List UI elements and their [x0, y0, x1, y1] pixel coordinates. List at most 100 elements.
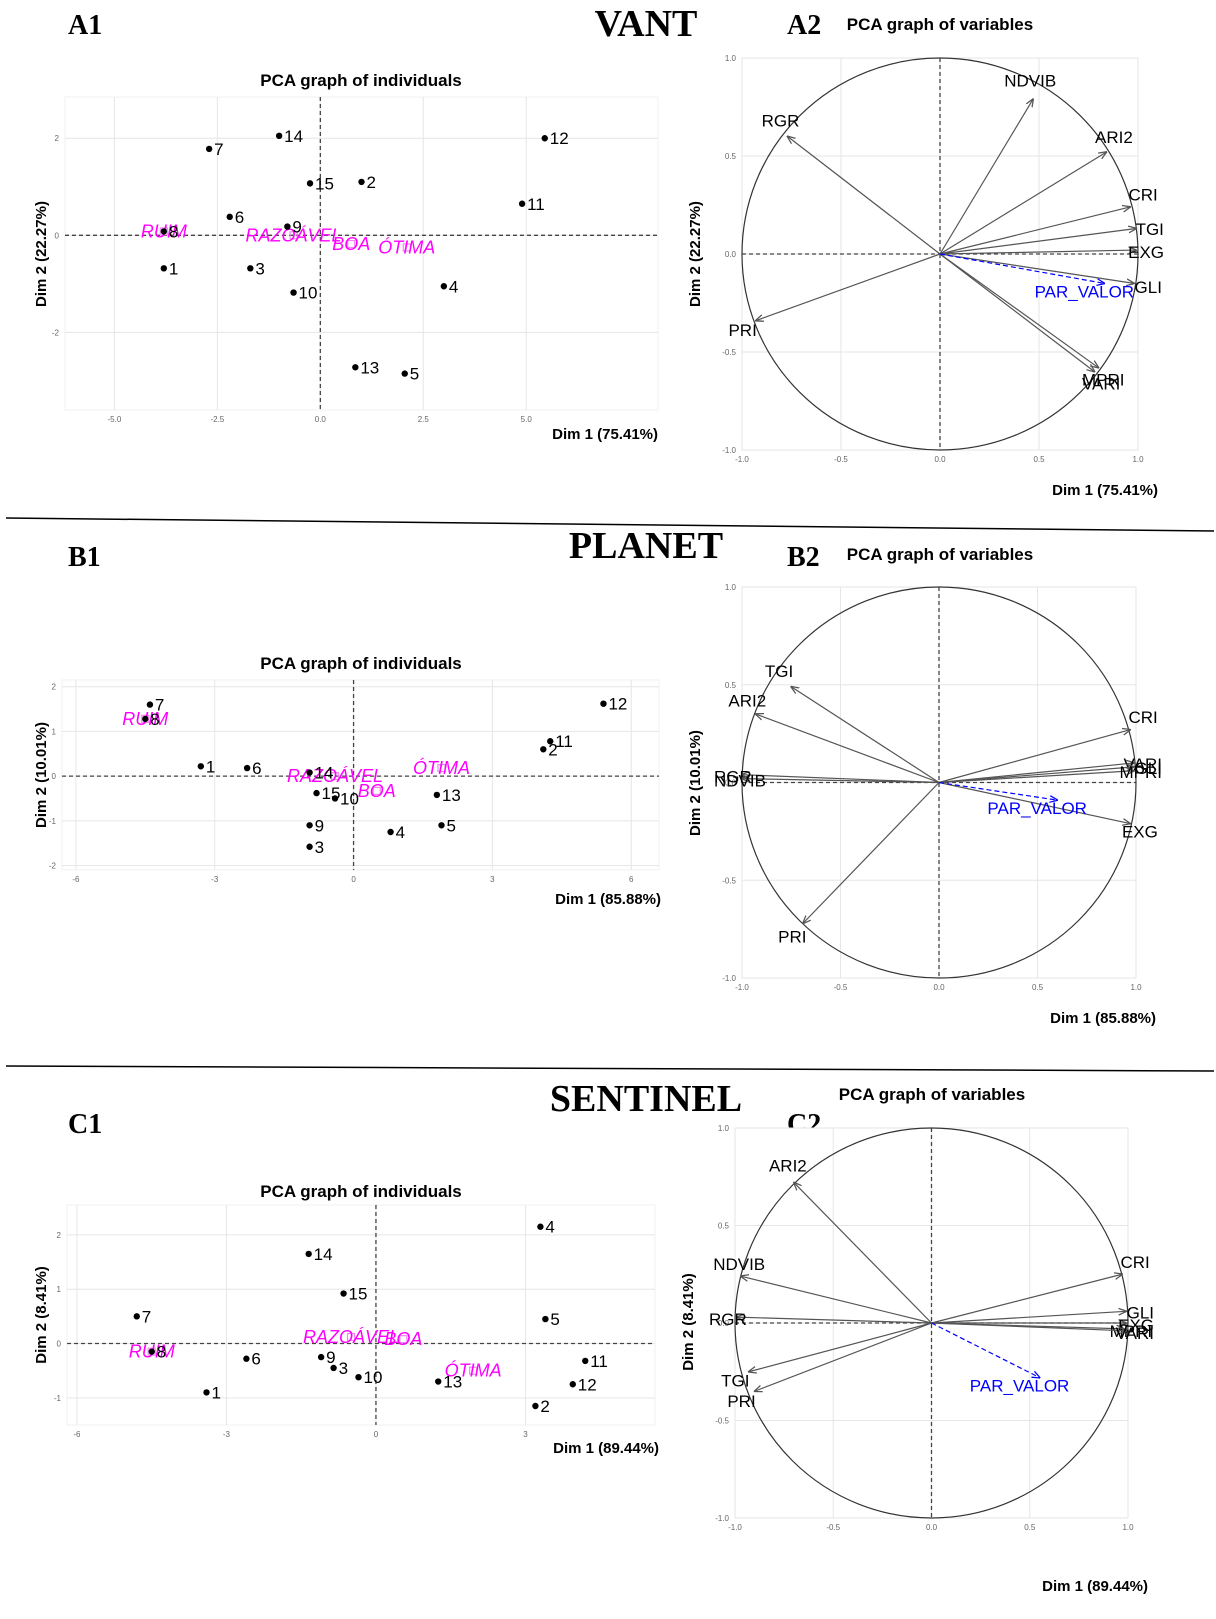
panel-a2-x-tick-label: 0.5 — [1033, 455, 1045, 464]
panel-c1-point-10 — [355, 1373, 362, 1381]
panel-a2-arrow-exg — [939, 250, 1136, 255]
panel-letter-b2: B2 — [787, 542, 820, 573]
panel-b2-variable-label-mpri: MPRI — [1120, 763, 1163, 782]
panel-b1-y-tick-label: 1 — [52, 727, 57, 736]
panel-c1-point-4 — [537, 1223, 544, 1230]
panel-b2-arrow-par-valor — [938, 781, 1057, 801]
panel-a2-arrow-ari2 — [939, 152, 1106, 255]
panel-c1-point-label-8: 8 — [157, 1343, 166, 1362]
panel-b1-y-tick-label: 0 — [52, 772, 57, 781]
panel-c1-x-tick-label: 0 — [374, 1430, 379, 1439]
panel-a1-point-label-12: 12 — [550, 129, 569, 148]
panel-a1-point-label-15: 15 — [315, 174, 334, 193]
panel-a2-y-tick-label: -0.5 — [722, 348, 736, 357]
panel-c1-point-label-6: 6 — [251, 1350, 260, 1369]
panel-c2-x-tick-label: 0.0 — [926, 1523, 938, 1532]
panel-c1-y-axis-label: Dim 2 (8.41%) — [33, 1266, 50, 1364]
panel-a1-point-label-5: 5 — [410, 365, 419, 384]
section-title-vant: VANT — [595, 3, 698, 45]
panel-a2-variable-label-rgr: RGR — [762, 111, 800, 130]
panel-a2-y-axis-label: Dim 2 (22.27%) — [687, 201, 704, 307]
panel-a1-point-label-7: 7 — [214, 140, 223, 159]
panel-a2-variable-label-cri: CRI — [1129, 186, 1158, 205]
panel-a1-point-1 — [160, 265, 168, 272]
panel-b1-category-marker-ruim — [141, 714, 150, 723]
panel-a1-point-14 — [275, 132, 283, 140]
panel-a2-variable-label-gli: GLI — [1135, 278, 1162, 297]
panel-c1-point-14 — [305, 1250, 312, 1258]
panel-c1-point-label-4: 4 — [545, 1218, 554, 1237]
panel-c1-point-label-7: 7 — [142, 1307, 151, 1326]
panel-b1-plot-area — [61, 679, 660, 871]
panel-c1-point-7 — [133, 1313, 140, 1320]
panel-a2-variable-label-vari: VARI — [1082, 375, 1120, 394]
section-title-sentinel: SENTINEL — [550, 1078, 742, 1120]
panel-b2-x-tick-label: 0.5 — [1032, 983, 1044, 992]
panel-a1-point-2 — [358, 178, 365, 186]
panel-c2-x-tick-label: -0.5 — [826, 1523, 840, 1532]
panel-a1-point-7 — [205, 145, 213, 153]
panel-c2-arrow-par-valor — [931, 1322, 1040, 1378]
panel-a1-y-axis-label: Dim 2 (22.27%) — [33, 201, 50, 307]
panel-a1-title: PCA graph of individuals — [260, 71, 462, 90]
panel-c1-x-tick-label: -6 — [73, 1430, 81, 1439]
panel-c2-arrow-vari — [931, 1322, 1127, 1331]
panel-c2-y-tick-label: 0.5 — [718, 1222, 730, 1231]
panel-a1-category-label-razo-vel: RAZOÁVEL — [246, 225, 342, 245]
panel-c1-point-3 — [330, 1364, 337, 1372]
panel-b2-arrow-ari2 — [756, 714, 940, 784]
panel-b1-title: PCA graph of individuals — [260, 654, 462, 673]
panel-a1-point-12 — [541, 135, 548, 142]
panel-c1-category-label-tima: ÓTIMA — [445, 1360, 502, 1381]
panel-a1-x-tick-label: 5.0 — [521, 415, 533, 424]
panel-a2-variable-label-ndvib: NDVIB — [1004, 72, 1056, 91]
panel-c2-y-tick-label: 1.0 — [718, 1124, 730, 1133]
panel-c2-arrow-ari2 — [794, 1183, 932, 1324]
panel-a1-point-8 — [160, 228, 168, 235]
panel-letter-b1: B1 — [68, 542, 101, 573]
panel-a2-x-tick-label: -1.0 — [735, 455, 749, 464]
panel-b1-point-label-4: 4 — [396, 823, 405, 842]
panel-c2-variable-label-vari: VARI — [1116, 1324, 1154, 1343]
panel-a1-point-label-2: 2 — [367, 173, 376, 192]
panel-c2-variable-label-ari2: ARI2 — [769, 1156, 807, 1175]
panel-a1-category-marker-ruim — [159, 227, 168, 236]
panel-c1-x-tick-label: 3 — [523, 1430, 528, 1439]
panel-c1-point-label-2: 2 — [540, 1397, 549, 1416]
panel-c1-point-label-13: 13 — [443, 1373, 462, 1392]
panel-a1-plot-area — [64, 96, 659, 411]
panel-c1-category-label-razo-vel: RAZOÁVEL — [303, 1327, 399, 1347]
panel-b2-variable-label-tgi: TGI — [765, 662, 793, 681]
panel-a1-point-label-14: 14 — [284, 127, 303, 146]
panel-a2-y-tick-label: -1.0 — [722, 446, 736, 455]
panel-a1-category-marker-tima — [402, 243, 411, 252]
panel-c2-variable-label-ndvib: NDVIB — [713, 1255, 765, 1274]
panel-a2-arrow-rgr — [788, 136, 941, 255]
panel-b1-point-1 — [197, 763, 205, 770]
panel-c1-point-label-1: 1 — [212, 1383, 221, 1402]
panel-a1-category-marker-boa — [347, 239, 356, 249]
panel-a2-variable-label-tgi: TGI — [1136, 220, 1164, 239]
panel-b1-x-tick-label: -3 — [211, 875, 219, 884]
panel-b1-point-3 — [306, 843, 313, 850]
panel-b1-category-label-boa: BOA — [358, 781, 396, 801]
panel-a2-variable-label-mpri: MPRI — [1082, 371, 1125, 390]
panel-c2-variable-label-par-valor: PAR_VALOR — [970, 1377, 1070, 1396]
panel-a1-category-label-boa: BOA — [332, 234, 370, 254]
panel-a1-y-tick-label: 0 — [55, 231, 60, 240]
panel-b1-point-6 — [243, 764, 251, 772]
panel-c1-category-marker-tima — [469, 1366, 478, 1375]
separator-1 — [5, 517, 1215, 532]
panel-a1-point-15 — [306, 180, 314, 187]
panel-a2-arrow-mpri — [939, 253, 1098, 368]
panel-a2-variable-label-par-valor: PAR_VALOR — [1035, 282, 1135, 301]
panel-c1-title: PCA graph of individuals — [260, 1182, 462, 1201]
panel-c2-correlation-circle — [734, 1127, 1129, 1519]
panel-b1-point-2 — [540, 746, 547, 753]
panel-b1-y-tick-label: 2 — [52, 683, 57, 692]
panel-c1-point-label-5: 5 — [550, 1310, 559, 1329]
panel-a1-point-label-6: 6 — [235, 208, 244, 227]
panel-b1-x-tick-label: 3 — [490, 875, 495, 884]
panel-c2-variable-label-cri: CRI — [1121, 1253, 1150, 1272]
